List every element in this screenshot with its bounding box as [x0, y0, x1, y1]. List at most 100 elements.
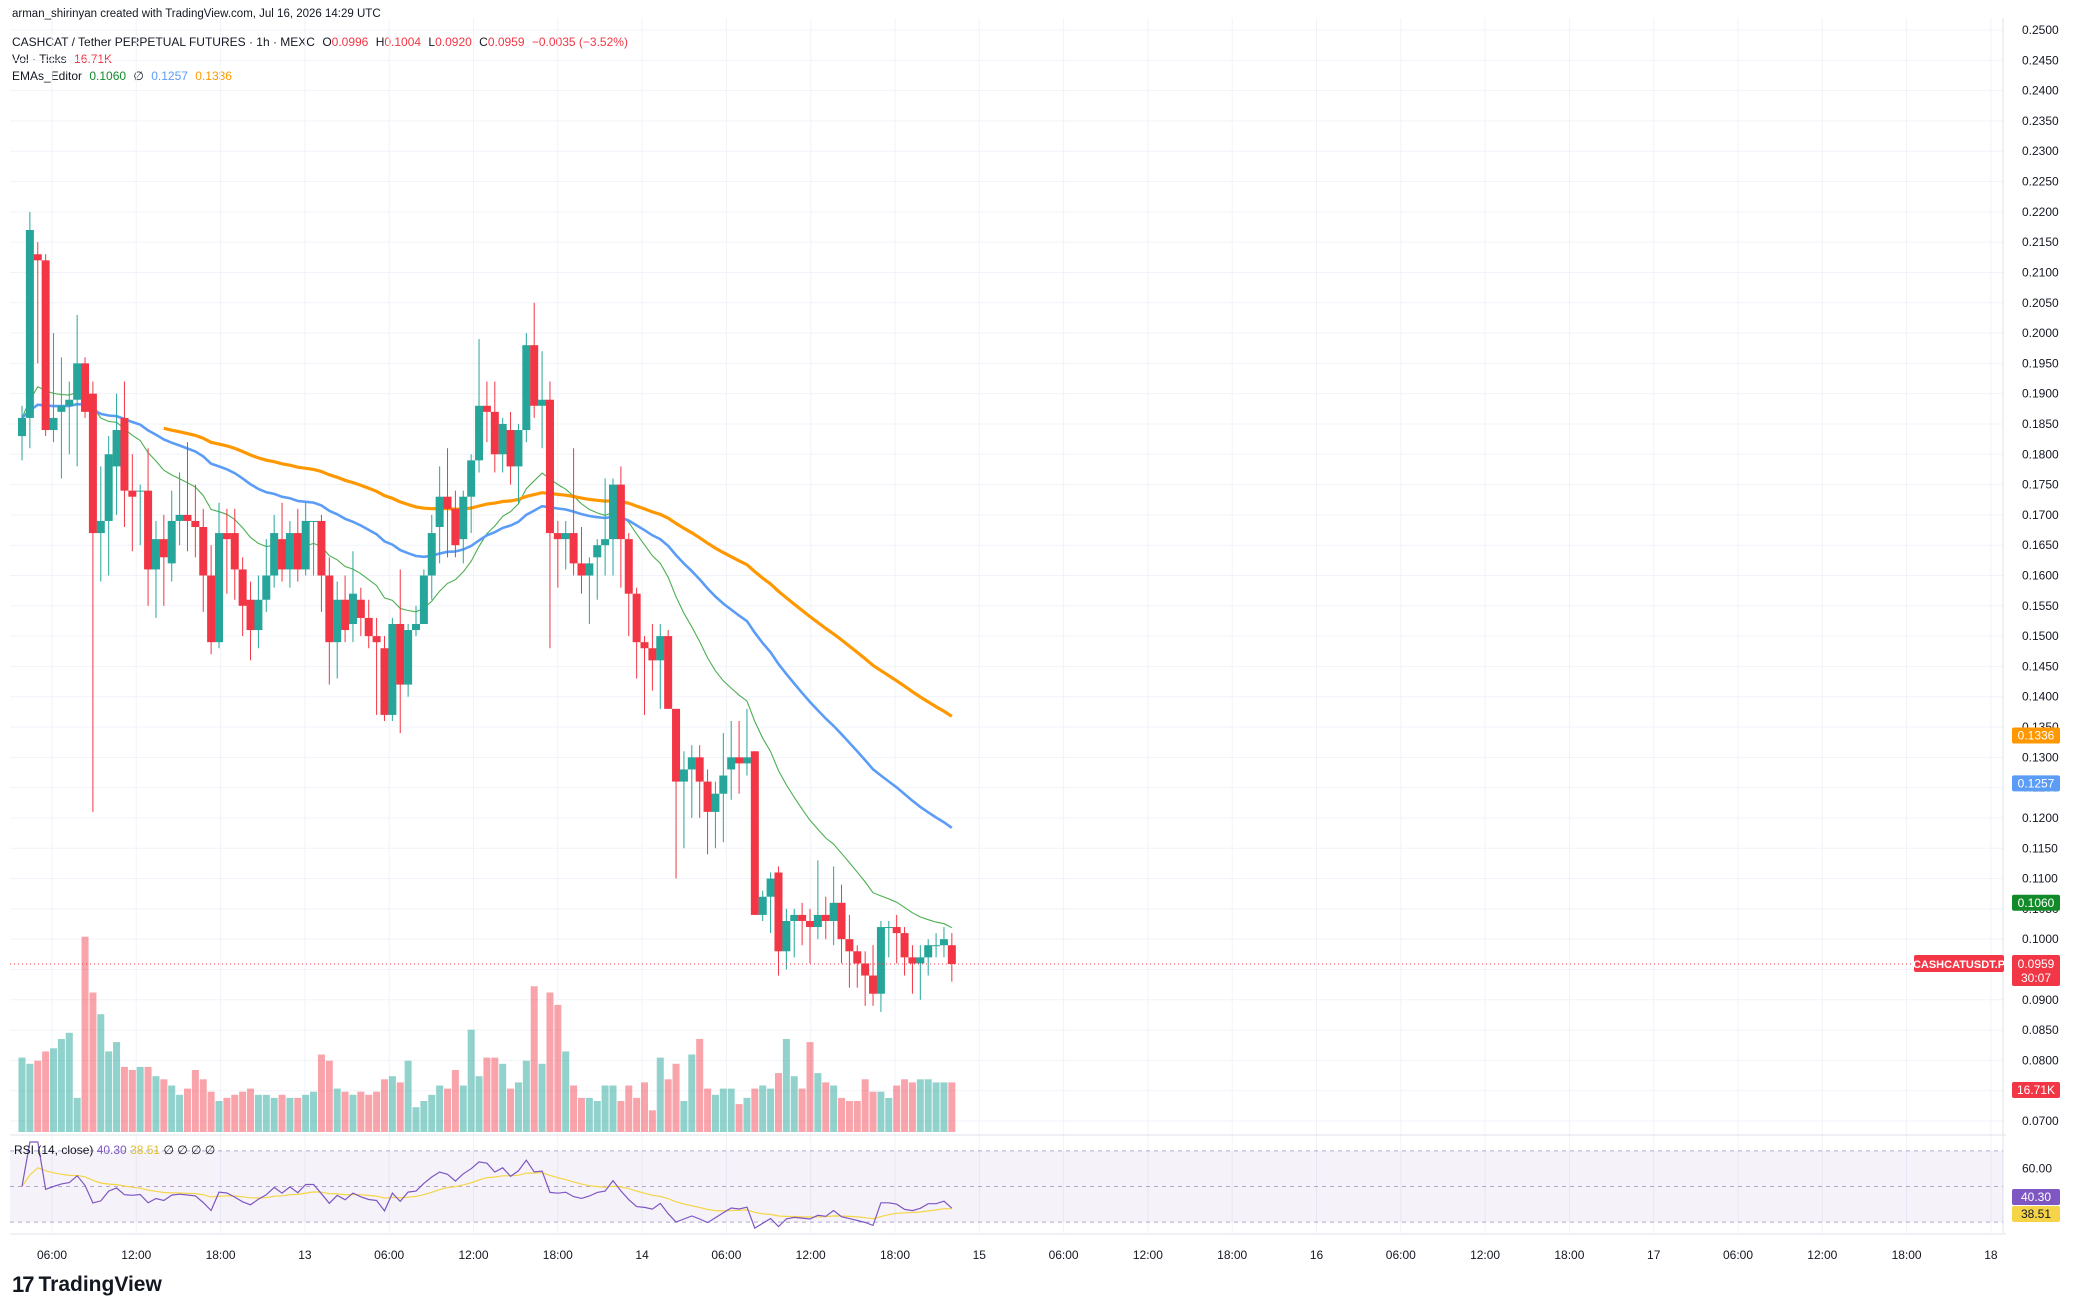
candle — [829, 866, 838, 946]
candle — [947, 933, 956, 982]
rsi-legend[interactable]: RSI (14, close) 40.30 38.51 ∅ ∅ ∅ ∅ — [14, 1143, 215, 1157]
candle — [514, 423, 523, 503]
candle — [372, 617, 381, 715]
time-tick: 06:00 — [1723, 1248, 1753, 1262]
price-label: 0.1257 — [2018, 776, 2055, 790]
candle-body — [498, 423, 507, 455]
volume-bar — [286, 1097, 294, 1132]
candle — [427, 514, 436, 600]
candle — [648, 623, 657, 691]
candle-body — [806, 920, 814, 928]
candle — [33, 242, 42, 364]
tradingview-logo[interactable]: 17 TradingView — [12, 1272, 162, 1298]
candle — [96, 466, 105, 582]
volume-bar — [294, 1097, 302, 1132]
candle — [199, 508, 208, 612]
candle-body — [262, 575, 271, 600]
candle — [577, 527, 586, 594]
open-value: 0.0996 — [331, 35, 369, 49]
candle-body — [128, 490, 137, 497]
volume-bar — [948, 1082, 956, 1132]
candle-body — [81, 363, 90, 412]
time-tick: 06:00 — [711, 1248, 741, 1262]
candle — [750, 751, 759, 915]
candle — [57, 357, 66, 479]
symbol-legend[interactable]: CASHCAT / Tether PERPETUAL FUTURES · 1h … — [12, 35, 632, 49]
price-tick: 0.1500 — [2022, 629, 2059, 643]
candle — [388, 617, 397, 721]
candle — [766, 872, 775, 934]
candle-body — [506, 430, 515, 467]
symbol-title[interactable]: CASHCAT / Tether PERPETUAL FUTURES · 1h … — [12, 35, 315, 49]
time-tick: 13 — [298, 1248, 312, 1262]
candle-body — [254, 599, 263, 631]
candle — [309, 520, 318, 576]
candle-body — [325, 575, 334, 643]
volume-bar — [798, 1088, 806, 1132]
volume-legend[interactable]: Vol · Ticks 16.71K — [12, 52, 116, 66]
candle — [73, 314, 82, 467]
candle-body — [159, 539, 168, 558]
volume-bar — [73, 1097, 81, 1132]
price-tick: 0.2500 — [2022, 23, 2059, 37]
ema-slow-value: 0.1336 — [195, 69, 232, 83]
candle — [254, 575, 263, 649]
candle — [222, 508, 231, 594]
volume-bar — [940, 1082, 948, 1132]
time-tick: 18:00 — [1217, 1248, 1247, 1262]
candle — [270, 514, 279, 588]
ema-legend[interactable]: EMAs_Editor 0.1060 ∅ 0.1257 0.1336 — [12, 69, 236, 83]
candle-body — [238, 569, 247, 606]
candle-body — [419, 575, 428, 624]
volume-bar — [176, 1094, 184, 1132]
candle — [151, 520, 160, 618]
price-tick: 0.1000 — [2022, 932, 2059, 946]
candle — [183, 442, 192, 552]
price-tick: 0.1650 — [2022, 538, 2059, 552]
volume-bar — [585, 1097, 593, 1132]
price-label: 0.1060 — [2018, 896, 2055, 910]
volume-label[interactable]: Vol · Ticks — [12, 52, 67, 66]
ema-label[interactable]: EMAs_Editor — [12, 69, 83, 83]
volume-bar — [861, 1079, 869, 1132]
volume-bar — [97, 1014, 105, 1132]
candle-body — [876, 927, 885, 994]
price-tick: 0.1850 — [2022, 417, 2059, 431]
candle — [341, 575, 350, 643]
price-tick: 0.1600 — [2022, 569, 2059, 583]
candle-body — [18, 417, 26, 437]
time-tick: 18 — [1984, 1248, 1998, 1262]
candle-body — [774, 872, 783, 952]
candle — [609, 478, 617, 576]
candle-body — [664, 636, 673, 709]
volume-bar — [633, 1097, 641, 1132]
volume-bar — [538, 1063, 546, 1132]
volume-bar — [207, 1091, 215, 1132]
candle-body — [947, 945, 956, 965]
volume-bar — [853, 1101, 861, 1132]
rsi-line — [21, 1141, 953, 1229]
time-tick: 18:00 — [880, 1248, 910, 1262]
rsi-label[interactable]: RSI (14, close) — [14, 1143, 94, 1157]
candle-body — [49, 417, 58, 431]
price-tick: 0.1300 — [2022, 750, 2059, 764]
rsi-band — [10, 1150, 2003, 1223]
candle-body — [293, 533, 302, 570]
candle-body — [451, 508, 460, 546]
candle — [616, 466, 625, 588]
candle — [325, 557, 334, 685]
candle — [758, 890, 767, 921]
ema-mid-line — [21, 402, 953, 829]
volume-bar — [814, 1073, 822, 1132]
candle — [238, 557, 247, 637]
candle-body — [317, 520, 326, 576]
candle-body — [821, 914, 830, 921]
volume-bar — [459, 1085, 467, 1132]
candle-body — [175, 514, 184, 521]
candle-body — [798, 914, 807, 921]
volume-bar — [302, 1094, 310, 1132]
volume-bar — [105, 1051, 113, 1132]
volume-bar — [388, 1076, 396, 1132]
candle-body — [222, 533, 231, 540]
